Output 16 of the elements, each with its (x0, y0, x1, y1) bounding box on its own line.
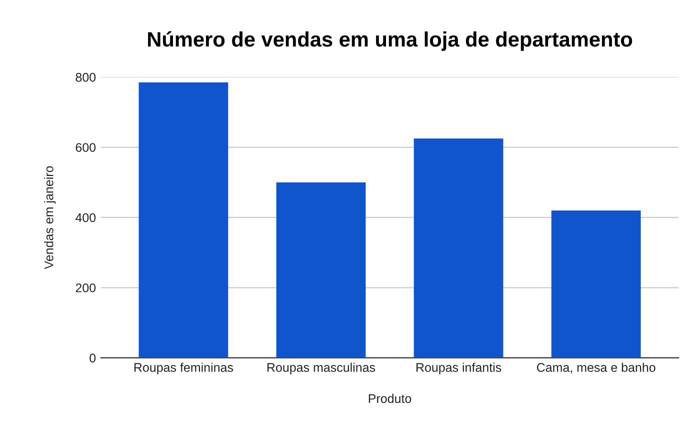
bar (276, 182, 366, 358)
y-axis-title: Vendas em janeiro (44, 166, 56, 270)
x-tick-label: Roupas infantis (416, 362, 502, 374)
bar (138, 82, 228, 358)
x-tick-label: Cama, mesa e banho (536, 362, 656, 374)
chart-title: Número de vendas em uma loja de departamento (148, 31, 632, 51)
y-tick-label: 200 (76, 283, 96, 292)
x-axis-title: Produto (368, 394, 412, 403)
y-tick-label: 600 (76, 143, 96, 152)
x-tick-label: Roupas masculinas (267, 362, 376, 374)
y-tick-label: 400 (75, 213, 96, 222)
bar (414, 138, 504, 358)
y-tick-label: 800 (76, 72, 96, 82)
bar (551, 210, 641, 358)
y-tick-label: 0 (90, 354, 96, 362)
x-tick-label: Roupas femininas (134, 362, 234, 374)
